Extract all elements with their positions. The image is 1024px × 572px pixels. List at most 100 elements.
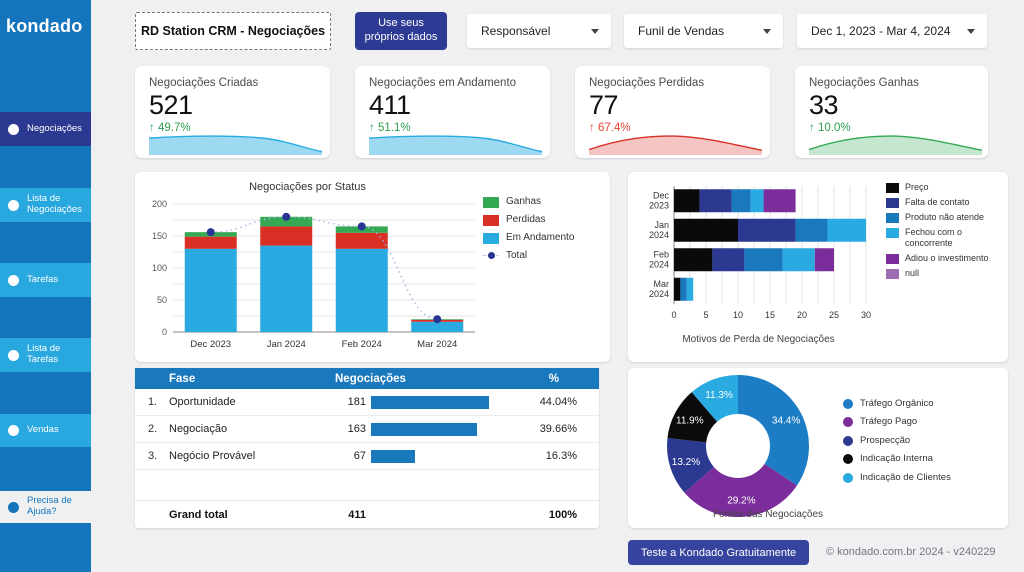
legend-item: Indicação de Clientes [843,472,1003,483]
sidebar-item-vendas[interactable]: Vendas [0,414,91,447]
table-row[interactable]: 3. Negócio Provável 67 16.3% [135,443,599,470]
kpi-card-criadas: Negociações Criadas 521 ↑ 49.7% [135,66,330,158]
bar-segment-preço[interactable] [674,218,738,242]
kpi-value: 33 [809,90,839,120]
sidebar-item-label: Vendas [27,424,59,436]
legend-swatch [886,183,899,193]
bar-segment-falta-de-contato[interactable] [712,248,745,272]
legend-swatch [483,197,499,208]
bar-segment-fechou-com-o-concorrente[interactable] [686,277,694,301]
table-row[interactable]: 1. Oportunidade 181 44.04% [135,389,599,416]
bar-segment-fechou-com-o-concorrente[interactable] [827,218,866,242]
bar-segment-adiou-o-investimento[interactable] [763,189,796,213]
donut-slice-tráfego-pago[interactable] [684,463,797,517]
bar-segment-preço[interactable] [674,277,681,301]
svg-text:0: 0 [671,310,676,320]
kpi-delta: ↑ 67.4% [589,122,631,134]
kpi-value: 411 [369,90,411,120]
sidebar-item-precisa-de-ajuda[interactable]: Precisa de Ajuda? [0,491,91,523]
svg-text:0: 0 [162,327,167,337]
bar-segment-produto-não-atende[interactable] [731,189,751,213]
bar-segment-falta-de-contato[interactable] [738,218,796,242]
bar-segment-preço[interactable] [674,189,700,213]
bar-segment-fechou-com-o-concorrente[interactable] [750,189,764,213]
bullet-icon [8,349,19,361]
col-header-negociacoes[interactable]: Negociações [335,372,406,385]
sidebar-item-tarefas[interactable]: Tarefas [0,263,91,297]
bullet-icon [8,123,19,135]
status-chart: 0 50 100 150 200 Dec 2023 Jan 2024 Feb 2024 Mar … [152,199,475,350]
sidebar-item-lista-de-negociacoes[interactable]: Lista de Negociações [0,188,91,222]
svg-text:2024: 2024 [649,230,669,240]
bar-segment-em-andamento[interactable] [260,245,313,332]
bar-segment-adiou-o-investimento[interactable] [814,248,834,272]
sidebar-item-lista-de-tarefas[interactable]: Lista de Tarefas [0,338,91,372]
total-dot[interactable] [433,315,442,324]
bar-segment-em-andamento[interactable] [411,321,464,332]
svg-text:25: 25 [829,310,839,320]
use-own-data-button[interactable]: Use seus próprios dados [355,12,447,50]
sparkline [589,128,762,155]
bar-segment-em-andamento[interactable] [335,248,388,332]
bullet-icon [8,199,19,211]
svg-text:13.2%: 13.2% [672,457,700,468]
chevron-down-icon [967,28,975,34]
donut-slice-indicação-interna[interactable] [667,392,718,443]
chevron-down-icon [591,28,599,34]
filter-responsavel-dropdown[interactable]: Responsável [467,14,611,48]
bullet-icon [8,274,19,286]
total-dot[interactable] [357,222,366,231]
legend-item: Tráfego Orgânico [843,398,1003,409]
bullet-icon [8,425,19,436]
bar-segment-perdidas[interactable] [335,232,388,249]
svg-text:11.9%: 11.9% [676,415,704,426]
fontes-donut-chart: 34.4% 29.2% 13.2% 11.9% 11.3% [667,375,809,517]
bar-segment-produto-não-atende[interactable] [744,248,783,272]
table-row[interactable]: 2. Negociação 163 39.66% [135,416,599,443]
cta-button[interactable]: Teste a Kondado Gratuitamente [628,540,809,565]
legend-item: Adiou o investimento [886,253,1004,264]
chart-title: Fontes das Negociações [712,509,824,520]
fontes-donut-card: 34.4% 29.2% 13.2% 11.9% 11.3% Tráfego Orgâni… [628,368,1008,528]
svg-text:Mar: Mar [654,279,670,289]
donut-slice-prospecção[interactable] [667,437,714,493]
legend-swatch [886,213,899,223]
bar-segment-preço[interactable] [674,248,713,272]
legend-swatch [843,399,853,409]
bar-segment-fechou-com-o-concorrente[interactable] [782,248,815,272]
donut-slice-indicação-de-clientes[interactable] [691,375,738,422]
bar-segment-perdidas[interactable] [260,226,313,246]
donut-slice-tráfego-orgânico[interactable] [738,375,809,486]
chevron-down-icon [763,28,771,34]
bullet-icon [8,501,19,513]
bar-segment-ganhas[interactable] [260,216,313,227]
bar-segment-produto-não-atende[interactable] [795,218,828,242]
filter-funil-dropdown[interactable]: Funil de Vendas [624,14,783,48]
grand-total-row: Grand total 411 100% [135,500,599,528]
legend-swatch [843,454,853,465]
svg-text:Jan 2024: Jan 2024 [267,339,306,350]
kpi-label: Negociações Criadas [149,77,259,89]
legend-item: Tráfego Pago [843,416,1003,428]
bar-segment-perdidas[interactable] [184,236,237,249]
bar-segment-falta-de-contato[interactable] [699,189,732,213]
col-header-pct[interactable]: % [548,372,559,385]
svg-text:20: 20 [797,310,807,320]
sidebar-item-negociacoes[interactable]: Negociações [0,112,91,146]
value-bar [371,422,477,436]
fases-table-card: Fase Negociações % 1. Oportunidade 181 4… [135,368,599,528]
svg-text:2024: 2024 [649,259,669,269]
legend-item: Preço [886,182,1004,193]
bar-segment-em-andamento[interactable] [184,248,237,332]
bar-segment-produto-não-atende[interactable] [680,277,687,301]
filter-label: Funil de Vendas [638,24,725,38]
col-header-fase[interactable]: Fase [169,372,196,385]
legend-item: Falta de contato [886,197,1004,208]
svg-text:200: 200 [152,199,167,209]
kpi-value: 77 [589,90,619,120]
total-dot[interactable] [206,228,215,237]
date-range-dropdown[interactable]: Dec 1, 2023 - Mar 4, 2024 [797,14,987,48]
total-dot[interactable] [282,212,291,221]
svg-text:5: 5 [703,310,708,320]
